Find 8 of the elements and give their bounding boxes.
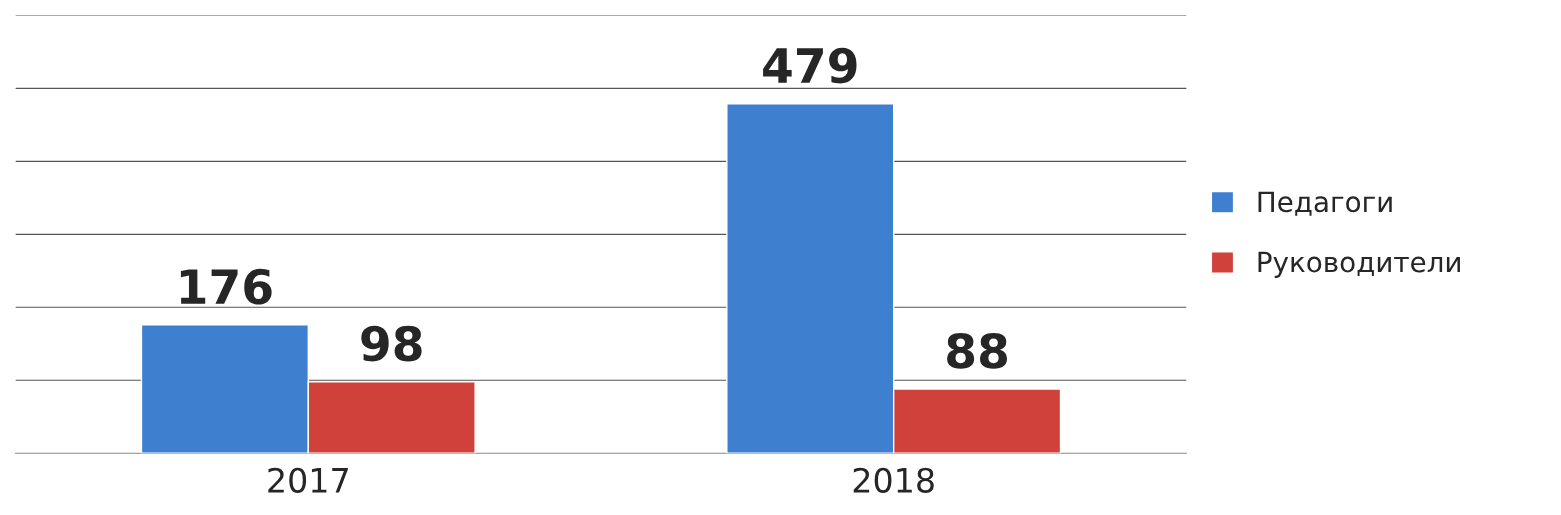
x-tick-label: 2018 — [853, 467, 934, 493]
legend-label: Педагоги — [1258, 191, 1392, 216]
data-label: 88 — [947, 333, 1008, 369]
x-tick-label: 2017 — [268, 467, 348, 493]
legend-label: Руководители — [1258, 251, 1460, 278]
data-label: 176 — [180, 268, 272, 305]
data-label: 98 — [361, 325, 422, 362]
data-label: 479 — [763, 47, 857, 84]
